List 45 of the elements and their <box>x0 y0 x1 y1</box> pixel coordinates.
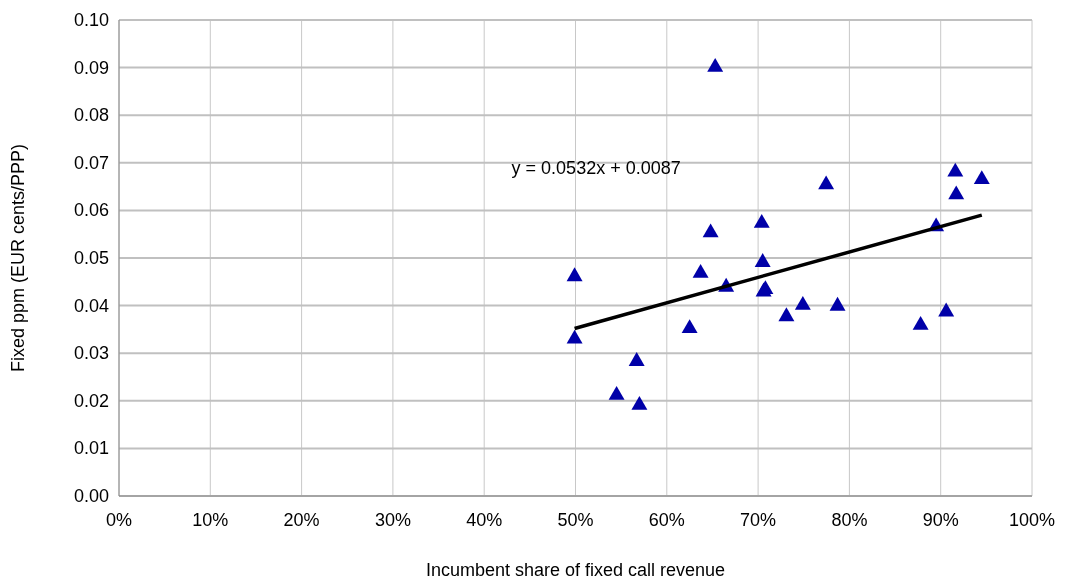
x-tick-label: 10% <box>192 510 229 530</box>
point <box>753 214 770 228</box>
y-tick-label: 0.07 <box>73 152 109 173</box>
point <box>778 307 795 322</box>
point <box>631 395 648 410</box>
y-tick-label: 0.01 <box>73 438 109 459</box>
y-axis-title: Fixed ppm (EUR cents/PPP) <box>8 143 28 373</box>
point <box>818 175 835 190</box>
x-tick-label: 60% <box>648 510 685 530</box>
x-tick-label: 80% <box>831 510 868 530</box>
annotation: y = 0.0532x + 0.0087 <box>511 157 681 178</box>
point <box>692 264 709 278</box>
x-tick-label: 40% <box>466 510 503 530</box>
y-tick-label: 0.00 <box>73 486 109 506</box>
point <box>707 57 724 72</box>
x-axis-title: Incumbent share of fixed call revenue <box>425 560 726 580</box>
x-tick-label: 30% <box>374 510 411 530</box>
y-tick-label: 0.09 <box>73 57 109 78</box>
point <box>912 315 929 330</box>
point <box>566 329 583 344</box>
point <box>608 385 625 400</box>
point <box>947 162 964 177</box>
y-tick-label: 0.05 <box>73 248 109 268</box>
x-tick-label: 0% <box>105 510 133 530</box>
x-tick-label: 50% <box>557 510 594 530</box>
point <box>948 185 965 200</box>
point <box>938 302 955 317</box>
y-tick-label: 0.10 <box>73 10 109 30</box>
point <box>702 223 719 238</box>
point <box>628 352 645 366</box>
y-tick-label: 0.08 <box>73 105 109 126</box>
x-tick-label: 90% <box>922 510 959 530</box>
point <box>566 267 583 282</box>
y-tick-label: 0.06 <box>73 200 109 221</box>
point <box>754 253 771 267</box>
y-tick-label: 0.02 <box>73 390 109 411</box>
point <box>681 319 698 334</box>
point <box>829 296 846 311</box>
x-tick-label: 100% <box>1008 510 1056 530</box>
y-tick-label: 0.04 <box>73 295 109 316</box>
y-tick-label: 0.03 <box>73 343 109 364</box>
point <box>794 295 811 310</box>
x-tick-label: 70% <box>740 510 777 530</box>
point <box>973 170 990 185</box>
x-tick-label: 20% <box>283 510 320 530</box>
